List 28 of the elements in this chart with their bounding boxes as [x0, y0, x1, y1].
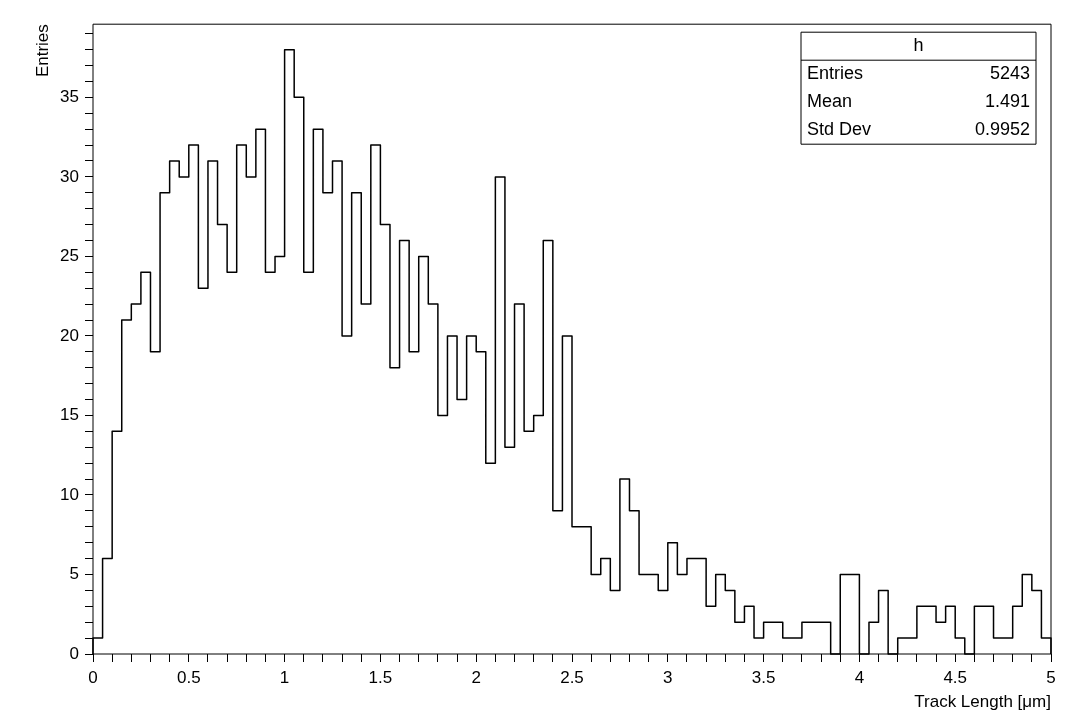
x-tick-label: 4.5 [943, 667, 968, 687]
annotation: h [913, 35, 924, 56]
x-tick-label: 2 [471, 667, 481, 687]
x-tick-label: 0.5 [176, 667, 201, 687]
y-tick-label: 20 [60, 325, 79, 345]
y-tick-label: 0 [69, 643, 79, 663]
annotation: Entries [807, 63, 864, 84]
x-tick-label: 4 [854, 667, 865, 687]
annotation: Std Dev [807, 119, 872, 140]
y-tick-label: 5 [69, 564, 79, 584]
x-tick-label: 0 [88, 667, 98, 687]
annotation: Mean [807, 91, 853, 112]
y-tick-label: 30 [60, 166, 79, 186]
y-tick-label: 15 [60, 405, 79, 425]
x-tick-label: 5 [1046, 667, 1056, 687]
annotation: 0.9952 [974, 119, 1030, 140]
x-tick-label: 3 [663, 667, 673, 687]
x-axis-title: Track Length [μm] [914, 692, 1051, 712]
annotation: 5243 [989, 63, 1030, 84]
y-tick-label: 25 [60, 246, 79, 266]
y-axis-title: Entries [33, 24, 53, 78]
annotation: 1.491 [984, 91, 1030, 112]
x-tick-label: 1 [279, 667, 290, 687]
x-tick-label: 3.5 [751, 667, 776, 687]
y-tick-label: 35 [60, 87, 79, 107]
y-tick-label: 10 [60, 484, 79, 504]
x-tick-label: 2.5 [560, 667, 584, 687]
x-tick-label: 1.5 [368, 667, 393, 687]
